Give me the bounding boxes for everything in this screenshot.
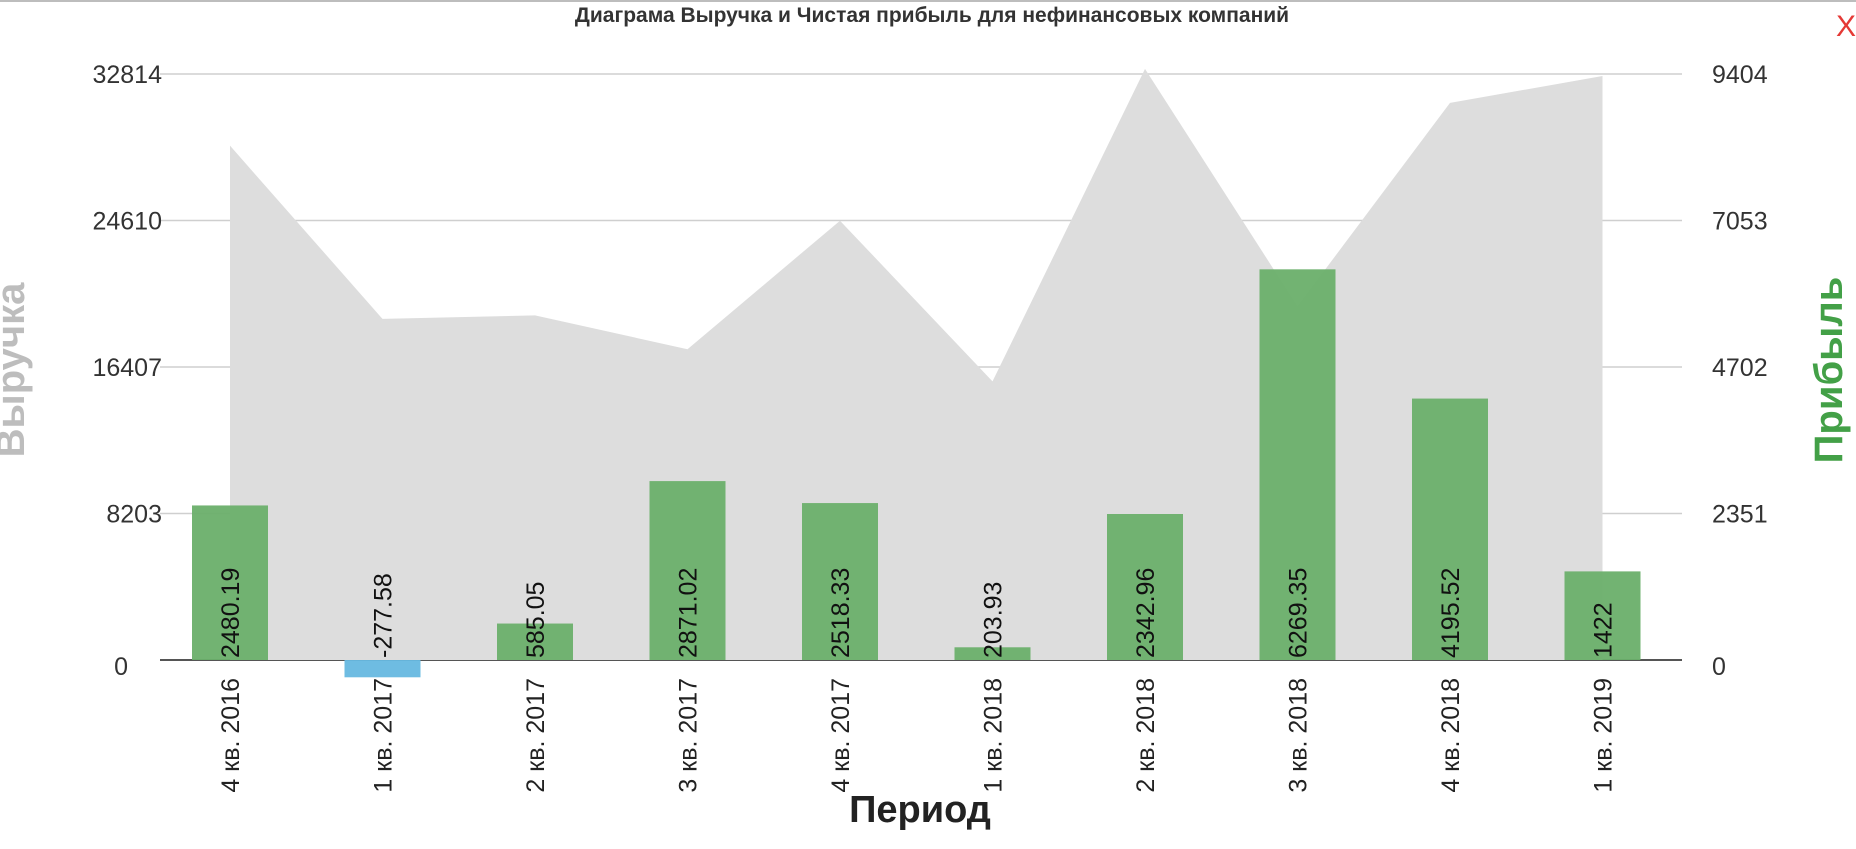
left-axis-tick: 0 <box>114 653 128 681</box>
x-axis-tick: 4 кв. 2017 <box>827 678 855 793</box>
profit-bar <box>1412 398 1488 660</box>
x-axis-tick: 2 кв. 2018 <box>1132 678 1160 793</box>
x-axis-tick: 2 кв. 2017 <box>522 678 550 793</box>
bar-value-label: 203.93 <box>980 582 1008 658</box>
chart-title: Диаграма Выручка и Чистая прибыль для не… <box>575 4 1289 27</box>
right-axis-ticks: 0 2351 4702 7053 9404 <box>1712 61 1768 681</box>
x-axis-tick: 4 кв. 2018 <box>1437 678 1465 793</box>
profit-bar <box>1564 571 1641 660</box>
bar-value-label: 585.05 <box>522 582 550 658</box>
bar-value-label: 2518.33 <box>827 568 855 658</box>
bar-value-labels: 2480.19 -277.58 585.05 2871.02 2518.33 203.93… <box>217 568 1618 658</box>
x-axis-tick: 1 кв. 2017 <box>370 678 398 793</box>
x-axis-tick: 4 кв. 2016 <box>217 678 245 793</box>
bar-value-label: 1422 <box>1590 602 1618 658</box>
left-axis-tick: 24610 <box>92 208 162 236</box>
left-axis-label: Выручка <box>0 282 33 457</box>
bar-value-label: -277.58 <box>370 573 398 658</box>
profit-bar <box>344 660 421 678</box>
close-button[interactable]: X <box>1836 10 1856 43</box>
bar-value-label: 6269.35 <box>1285 568 1313 658</box>
bar-value-label: 2871.02 <box>675 568 703 658</box>
left-axis-ticks: 0 8203 16407 24610 32814 <box>92 61 162 681</box>
right-axis-tick: 2351 <box>1712 501 1768 529</box>
left-axis-tick: 32814 <box>92 61 162 89</box>
revenue-area <box>230 68 1603 660</box>
x-axis-ticks: 4 кв. 2016 1 кв. 2017 2 кв. 2017 3 кв. 2017… <box>217 678 1618 793</box>
profit-bar <box>954 647 1031 660</box>
right-axis-tick: 9404 <box>1712 61 1768 89</box>
profit-bar <box>802 503 878 660</box>
x-axis-tick: 3 кв. 2018 <box>1285 678 1313 793</box>
left-axis-tick: 8203 <box>106 501 162 529</box>
top-border <box>0 0 1856 2</box>
bar-value-label: 2342.96 <box>1132 568 1160 658</box>
bar-value-label: 4195.52 <box>1437 568 1465 658</box>
profit-bar <box>1107 514 1183 660</box>
profit-bar <box>497 623 573 660</box>
left-axis-tick: 16407 <box>92 354 162 382</box>
right-axis-tick: 4702 <box>1712 354 1768 382</box>
x-axis-tick: 1 кв. 2018 <box>980 678 1008 793</box>
revenue-area-layer <box>230 68 1603 660</box>
profit-bar-layer <box>192 269 1641 678</box>
profit-bar <box>1259 269 1336 660</box>
x-axis-tick: 3 кв. 2017 <box>675 678 703 793</box>
x-axis-label: Период <box>849 789 991 831</box>
x-axis-tick: 1 кв. 2019 <box>1590 678 1618 793</box>
profit-bar <box>649 481 726 660</box>
bar-value-label: 2480.19 <box>217 568 245 658</box>
profit-bar <box>192 505 268 660</box>
right-axis-tick: 0 <box>1712 653 1726 681</box>
right-axis-label: Прибыль <box>1807 277 1851 464</box>
right-axis-tick: 7053 <box>1712 208 1768 236</box>
